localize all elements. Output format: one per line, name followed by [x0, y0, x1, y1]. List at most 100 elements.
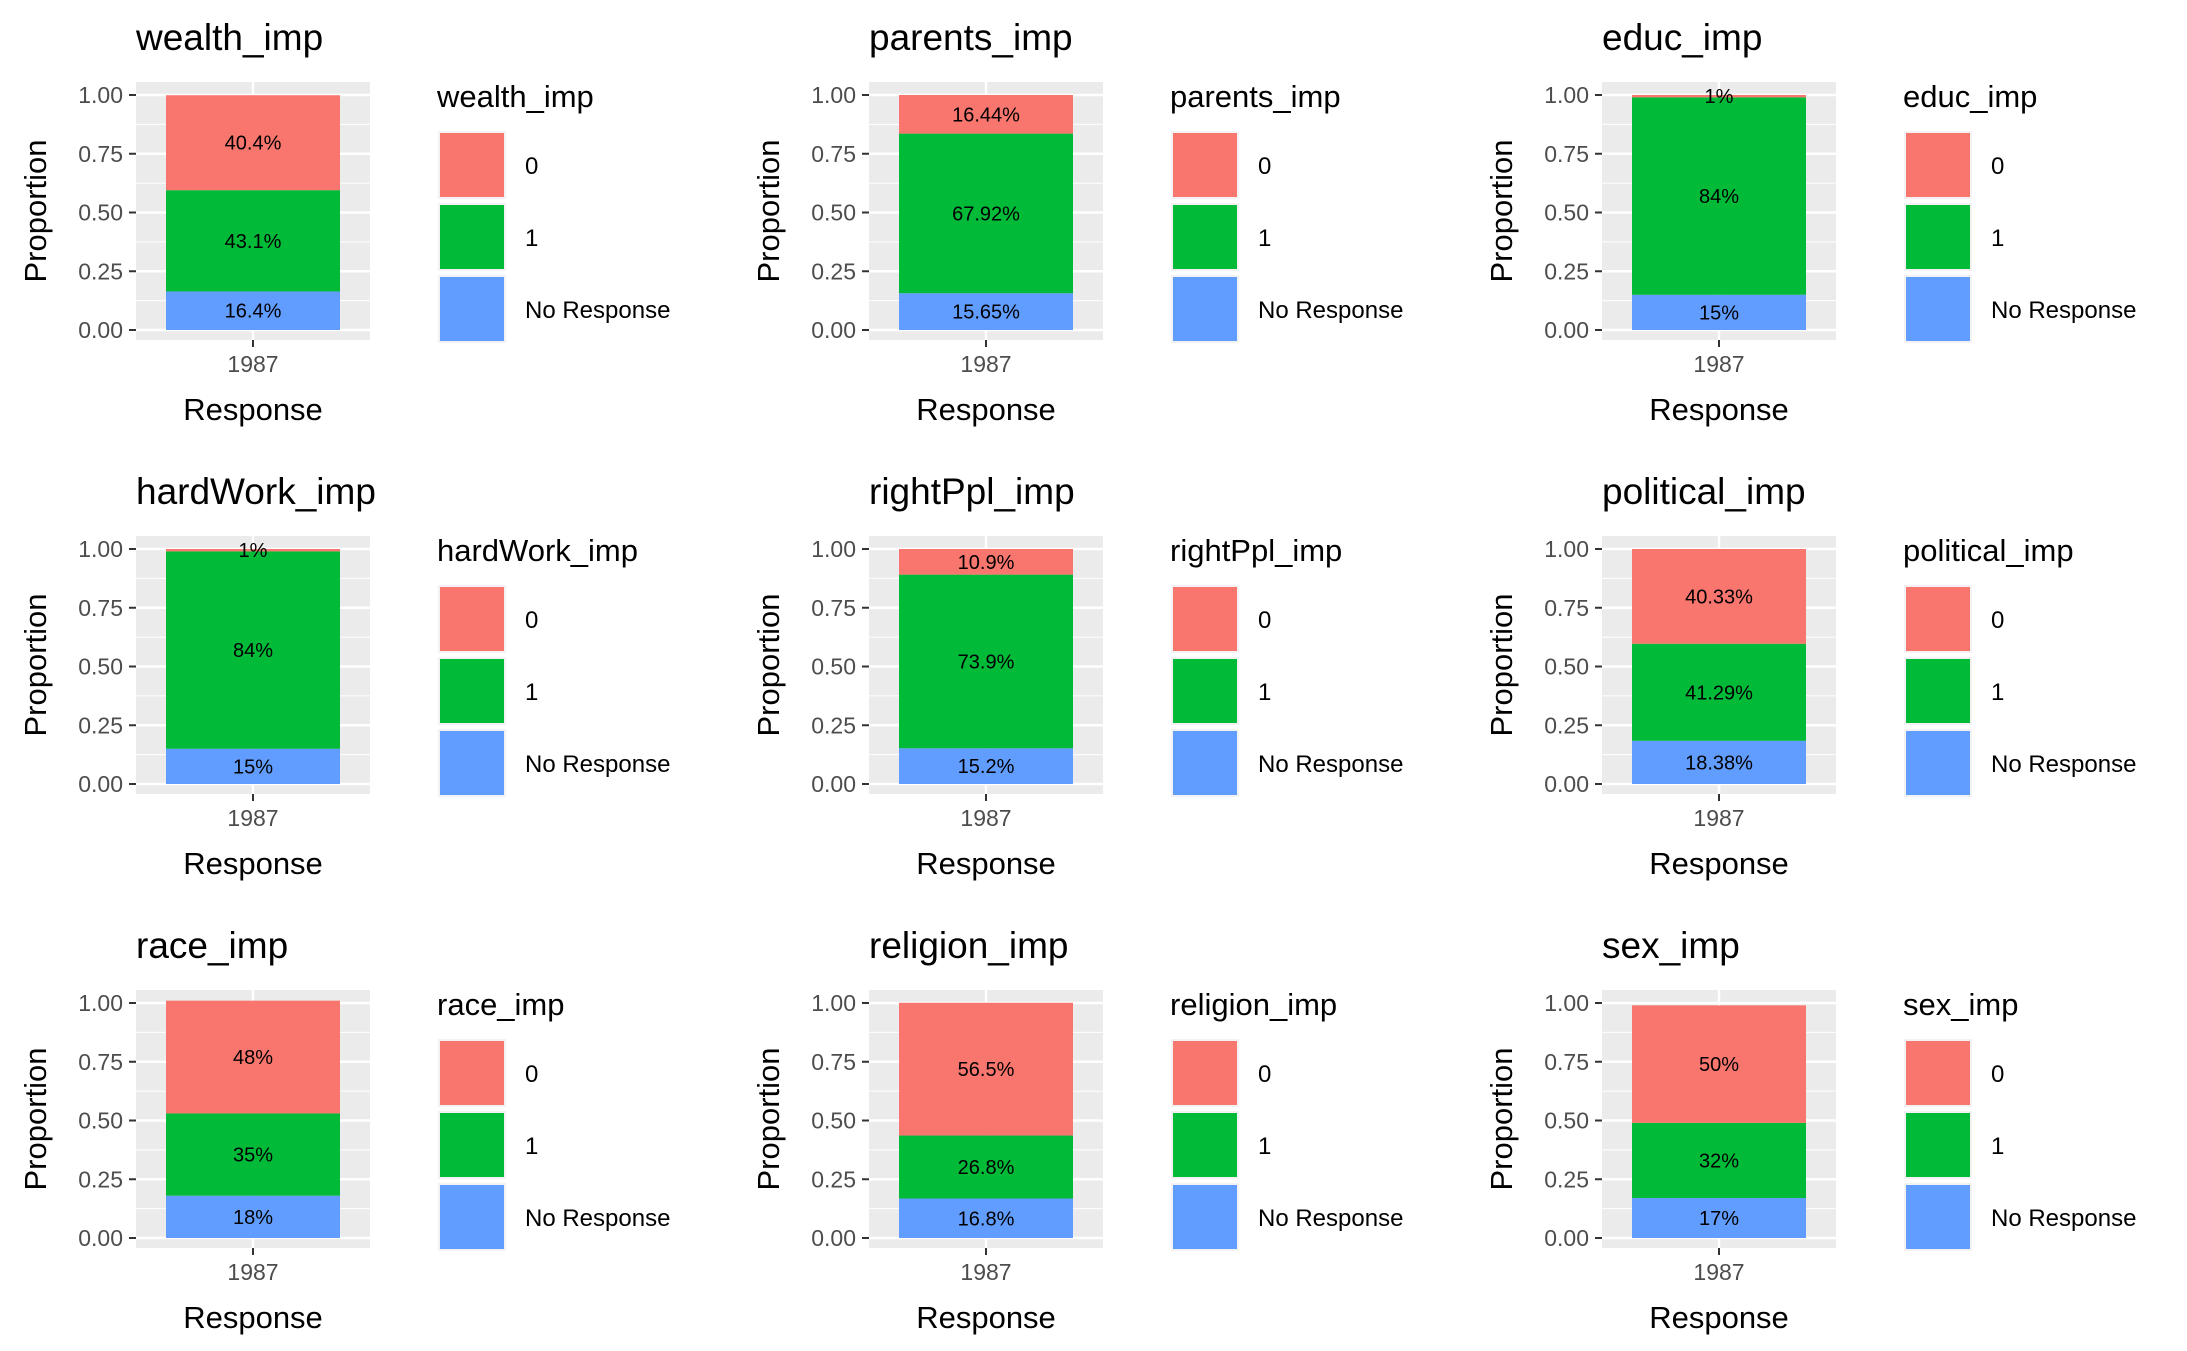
data-label: 40.4%: [225, 133, 282, 155]
legend: hardWork_imp 0 1 No Response: [437, 533, 670, 797]
legend-key-0: [1906, 1041, 1970, 1105]
facet-title: wealth_imp: [135, 17, 323, 58]
bar-segment-1: [899, 1135, 1073, 1199]
bar-segment-0: [166, 95, 340, 191]
bar-segment-0: [899, 549, 1073, 575]
legend-key-0: [1906, 587, 1970, 651]
legend-label: 0: [1258, 1061, 1271, 1088]
y-tick-label: 0.75: [78, 595, 123, 621]
y-tick-label: 0.50: [1544, 654, 1589, 680]
data-label: 35%: [233, 1145, 273, 1167]
bar-segment-1: [166, 1113, 340, 1196]
data-label: 16.4%: [225, 301, 282, 323]
legend: educ_imp 0 1 No Response: [1903, 79, 2136, 343]
y-tick-label: 1.00: [1544, 536, 1589, 562]
y-tick-label: 0.75: [811, 595, 856, 621]
legend-label: 1: [1258, 679, 1271, 706]
legend-label: 0: [1991, 607, 2004, 634]
bar-segment-1: [166, 190, 340, 292]
legend-title: parents_imp: [1170, 79, 1341, 114]
y-tick-label: 1.00: [78, 536, 123, 562]
y-tick-label: 0.00: [1544, 317, 1589, 343]
y-tick-label: 0.00: [811, 317, 856, 343]
legend-label: 1: [1991, 225, 2004, 252]
y-tick-label: 0.50: [78, 1108, 123, 1134]
legend-label: 1: [525, 225, 538, 252]
legend-key-1: [440, 1113, 504, 1177]
facet-title: parents_imp: [869, 17, 1073, 58]
legend-label: 0: [525, 153, 538, 180]
y-tick-label: 0.25: [78, 258, 123, 284]
x-tick-label: 1987: [960, 1259, 1011, 1285]
facet-title: sex_imp: [1602, 925, 1740, 966]
x-tick-label: 1987: [960, 805, 1011, 831]
bar-segment-1: [1632, 643, 1806, 741]
data-label: 67.92%: [952, 203, 1020, 225]
data-label: 56.5%: [958, 1059, 1015, 1081]
x-axis-title: Response: [183, 392, 323, 427]
legend-key-0: [440, 1041, 504, 1105]
legend-key-1: [1906, 1113, 1970, 1177]
facet-title: rightPpl_imp: [869, 471, 1075, 512]
data-label: 16.8%: [958, 1208, 1015, 1230]
legend-key-1: [1906, 205, 1970, 269]
data-label: 84%: [1699, 186, 1739, 208]
legend-key-no-response: [1906, 1185, 1970, 1249]
data-label: 10.9%: [958, 552, 1015, 574]
legend-label: No Response: [1991, 297, 2136, 324]
data-label: 48%: [233, 1047, 273, 1069]
y-tick-label: 0.50: [811, 1108, 856, 1134]
legend-key-0: [440, 133, 504, 197]
legend-key-no-response: [1173, 277, 1237, 341]
bar-segment-no-response: [899, 1198, 1073, 1238]
y-tick-label: 0.00: [78, 771, 123, 797]
y-tick-label: 0.25: [78, 712, 123, 738]
y-axis-title: Proportion: [18, 593, 53, 736]
legend: political_imp 0 1 No Response: [1903, 533, 2136, 797]
y-tick-label: 0.00: [811, 1225, 856, 1251]
x-axis-title: Response: [916, 392, 1056, 427]
data-label: 26.8%: [958, 1157, 1015, 1179]
legend: sex_imp 0 1 No Response: [1903, 987, 2136, 1251]
legend-title: race_imp: [437, 987, 565, 1022]
bar-segment-no-response: [166, 748, 340, 784]
y-tick-label: 1.00: [1544, 990, 1589, 1016]
data-label: 16.44%: [952, 104, 1020, 126]
bar-segment-no-response: [166, 1195, 340, 1238]
legend: religion_imp 0 1 No Response: [1170, 987, 1403, 1251]
y-tick-label: 0.50: [811, 200, 856, 226]
y-tick-label: 1.00: [811, 82, 856, 108]
y-tick-label: 1.00: [78, 990, 123, 1016]
data-label: 73.9%: [958, 651, 1015, 673]
y-tick-label: 0.25: [811, 258, 856, 284]
x-tick-label: 1987: [1693, 805, 1744, 831]
data-label: 43.1%: [225, 231, 282, 253]
y-tick-label: 0.00: [811, 771, 856, 797]
legend-label: 0: [525, 607, 538, 634]
y-axis-title: Proportion: [1484, 1047, 1519, 1190]
facet-title: educ_imp: [1602, 17, 1762, 58]
y-tick-label: 0.50: [811, 654, 856, 680]
y-axis-title: Proportion: [18, 139, 53, 282]
legend-label: 0: [1991, 153, 2004, 180]
legend-key-no-response: [1906, 731, 1970, 795]
legend-key-no-response: [440, 1185, 504, 1249]
legend-key-1: [440, 205, 504, 269]
bar-segment-0: [166, 549, 340, 552]
bar-segment-no-response: [899, 748, 1073, 784]
bar-segment-0: [1632, 1005, 1806, 1123]
y-tick-label: 0.00: [78, 1225, 123, 1251]
x-axis-title: Response: [916, 1300, 1056, 1335]
legend-title: educ_imp: [1903, 79, 2037, 114]
y-axis-title: Proportion: [18, 1047, 53, 1190]
legend-title: hardWork_imp: [437, 533, 638, 568]
legend-key-no-response: [1906, 277, 1970, 341]
data-label: 15%: [233, 756, 273, 778]
y-axis-title: Proportion: [1484, 593, 1519, 736]
y-tick-label: 1.00: [811, 536, 856, 562]
facet-title: political_imp: [1602, 471, 1806, 512]
data-label: 18.38%: [1685, 752, 1753, 774]
legend-key-0: [1906, 133, 1970, 197]
legend-key-no-response: [1173, 1185, 1237, 1249]
bar-segment-1: [1632, 1122, 1806, 1199]
